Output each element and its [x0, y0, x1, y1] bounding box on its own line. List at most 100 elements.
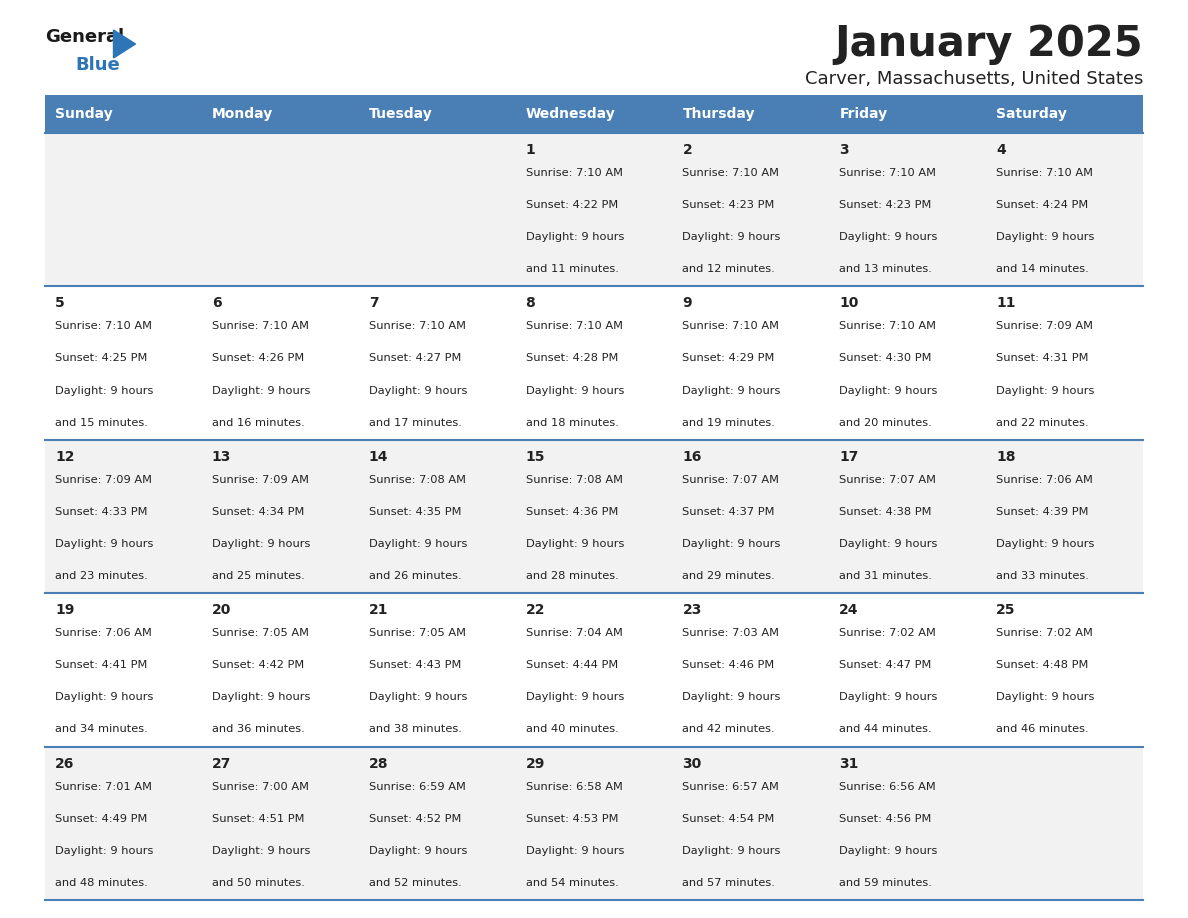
Text: 3: 3 [839, 143, 849, 157]
Bar [672, 133, 829, 286]
Text: Daylight: 9 hours: Daylight: 9 hours [997, 232, 1094, 242]
Text: Sunrise: 7:08 AM: Sunrise: 7:08 AM [525, 475, 623, 485]
Bar [45, 593, 202, 746]
Text: Daylight: 9 hours: Daylight: 9 hours [839, 845, 937, 856]
Bar [359, 133, 516, 286]
Text: Wednesday: Wednesday [525, 107, 615, 121]
Text: Daylight: 9 hours: Daylight: 9 hours [525, 386, 624, 396]
Text: 7: 7 [368, 297, 378, 310]
Text: Sunrise: 7:06 AM: Sunrise: 7:06 AM [997, 475, 1093, 485]
Text: and 20 minutes.: and 20 minutes. [839, 418, 933, 428]
Text: and 33 minutes.: and 33 minutes. [997, 571, 1089, 581]
Text: 9: 9 [682, 297, 693, 310]
Bar [359, 440, 516, 593]
Bar [202, 95, 359, 133]
Text: Carver, Massachusetts, United States: Carver, Massachusetts, United States [804, 70, 1143, 88]
Text: Sunrise: 6:58 AM: Sunrise: 6:58 AM [525, 781, 623, 791]
Text: Sunset: 4:25 PM: Sunset: 4:25 PM [55, 353, 147, 364]
Text: 16: 16 [682, 450, 702, 464]
Bar [359, 746, 516, 900]
Text: Sunset: 4:53 PM: Sunset: 4:53 PM [525, 813, 618, 823]
Text: Sunrise: 7:02 AM: Sunrise: 7:02 AM [997, 628, 1093, 638]
Text: and 28 minutes.: and 28 minutes. [525, 571, 618, 581]
Text: Daylight: 9 hours: Daylight: 9 hours [368, 386, 467, 396]
Text: Daylight: 9 hours: Daylight: 9 hours [368, 692, 467, 702]
Text: Sunset: 4:44 PM: Sunset: 4:44 PM [525, 660, 618, 670]
Text: 26: 26 [55, 756, 75, 770]
Text: and 29 minutes.: and 29 minutes. [682, 571, 776, 581]
Text: Sunset: 4:43 PM: Sunset: 4:43 PM [368, 660, 461, 670]
Bar [672, 440, 829, 593]
Text: Sunset: 4:47 PM: Sunset: 4:47 PM [839, 660, 931, 670]
Text: Daylight: 9 hours: Daylight: 9 hours [55, 539, 153, 549]
Text: Sunrise: 7:10 AM: Sunrise: 7:10 AM [839, 321, 936, 331]
Text: Sunrise: 7:10 AM: Sunrise: 7:10 AM [211, 321, 309, 331]
Text: Daylight: 9 hours: Daylight: 9 hours [211, 386, 310, 396]
Text: Sunset: 4:28 PM: Sunset: 4:28 PM [525, 353, 618, 364]
Text: Daylight: 9 hours: Daylight: 9 hours [839, 386, 937, 396]
Text: 19: 19 [55, 603, 75, 617]
Text: Sunset: 4:52 PM: Sunset: 4:52 PM [368, 813, 461, 823]
Text: Sunset: 4:41 PM: Sunset: 4:41 PM [55, 660, 147, 670]
Bar [986, 746, 1143, 900]
Text: Daylight: 9 hours: Daylight: 9 hours [682, 386, 781, 396]
Text: and 42 minutes.: and 42 minutes. [682, 724, 775, 734]
Text: Sunrise: 7:00 AM: Sunrise: 7:00 AM [211, 781, 309, 791]
Text: 4: 4 [997, 143, 1006, 157]
Text: 25: 25 [997, 603, 1016, 617]
Text: Daylight: 9 hours: Daylight: 9 hours [682, 539, 781, 549]
Bar [829, 133, 986, 286]
Text: 8: 8 [525, 297, 536, 310]
Text: Daylight: 9 hours: Daylight: 9 hours [839, 232, 937, 242]
Text: Sunset: 4:51 PM: Sunset: 4:51 PM [211, 813, 304, 823]
Text: Daylight: 9 hours: Daylight: 9 hours [682, 232, 781, 242]
Text: Daylight: 9 hours: Daylight: 9 hours [682, 692, 781, 702]
Bar [45, 133, 202, 286]
Text: and 52 minutes.: and 52 minutes. [368, 878, 461, 888]
Text: 24: 24 [839, 603, 859, 617]
Text: and 34 minutes.: and 34 minutes. [55, 724, 147, 734]
Text: Sunrise: 7:05 AM: Sunrise: 7:05 AM [211, 628, 309, 638]
Text: Daylight: 9 hours: Daylight: 9 hours [368, 845, 467, 856]
Text: Blue: Blue [75, 56, 120, 74]
Text: Daylight: 9 hours: Daylight: 9 hours [997, 692, 1094, 702]
Text: and 13 minutes.: and 13 minutes. [839, 264, 933, 274]
Bar [986, 286, 1143, 440]
Text: Monday: Monday [211, 107, 273, 121]
Text: and 36 minutes.: and 36 minutes. [211, 724, 304, 734]
Text: Sunrise: 7:06 AM: Sunrise: 7:06 AM [55, 628, 152, 638]
Text: 12: 12 [55, 450, 75, 464]
Polygon shape [114, 30, 135, 58]
Text: 15: 15 [525, 450, 545, 464]
Bar [202, 593, 359, 746]
Bar [672, 593, 829, 746]
Text: Sunset: 4:36 PM: Sunset: 4:36 PM [525, 507, 618, 517]
Text: Sunset: 4:34 PM: Sunset: 4:34 PM [211, 507, 304, 517]
Text: Sunset: 4:37 PM: Sunset: 4:37 PM [682, 507, 775, 517]
Text: and 57 minutes.: and 57 minutes. [682, 878, 776, 888]
Text: Sunset: 4:35 PM: Sunset: 4:35 PM [368, 507, 461, 517]
Text: and 11 minutes.: and 11 minutes. [525, 264, 619, 274]
Text: 14: 14 [368, 450, 388, 464]
Bar [986, 593, 1143, 746]
Text: 17: 17 [839, 450, 859, 464]
Text: Sunrise: 7:09 AM: Sunrise: 7:09 AM [55, 475, 152, 485]
Text: Sunrise: 7:10 AM: Sunrise: 7:10 AM [682, 321, 779, 331]
Text: and 40 minutes.: and 40 minutes. [525, 724, 618, 734]
Text: Sunset: 4:22 PM: Sunset: 4:22 PM [525, 200, 618, 210]
Bar [45, 746, 202, 900]
Text: Sunrise: 7:09 AM: Sunrise: 7:09 AM [211, 475, 309, 485]
Text: Sunset: 4:24 PM: Sunset: 4:24 PM [997, 200, 1088, 210]
Text: 5: 5 [55, 297, 65, 310]
Text: 31: 31 [839, 756, 859, 770]
Bar [829, 746, 986, 900]
Text: Tuesday: Tuesday [368, 107, 432, 121]
Text: Daylight: 9 hours: Daylight: 9 hours [525, 845, 624, 856]
Text: and 14 minutes.: and 14 minutes. [997, 264, 1089, 274]
Text: Daylight: 9 hours: Daylight: 9 hours [368, 539, 467, 549]
Bar [829, 593, 986, 746]
Text: Sunrise: 7:10 AM: Sunrise: 7:10 AM [368, 321, 466, 331]
Text: Daylight: 9 hours: Daylight: 9 hours [525, 232, 624, 242]
Text: Daylight: 9 hours: Daylight: 9 hours [55, 692, 153, 702]
Text: 20: 20 [211, 603, 232, 617]
